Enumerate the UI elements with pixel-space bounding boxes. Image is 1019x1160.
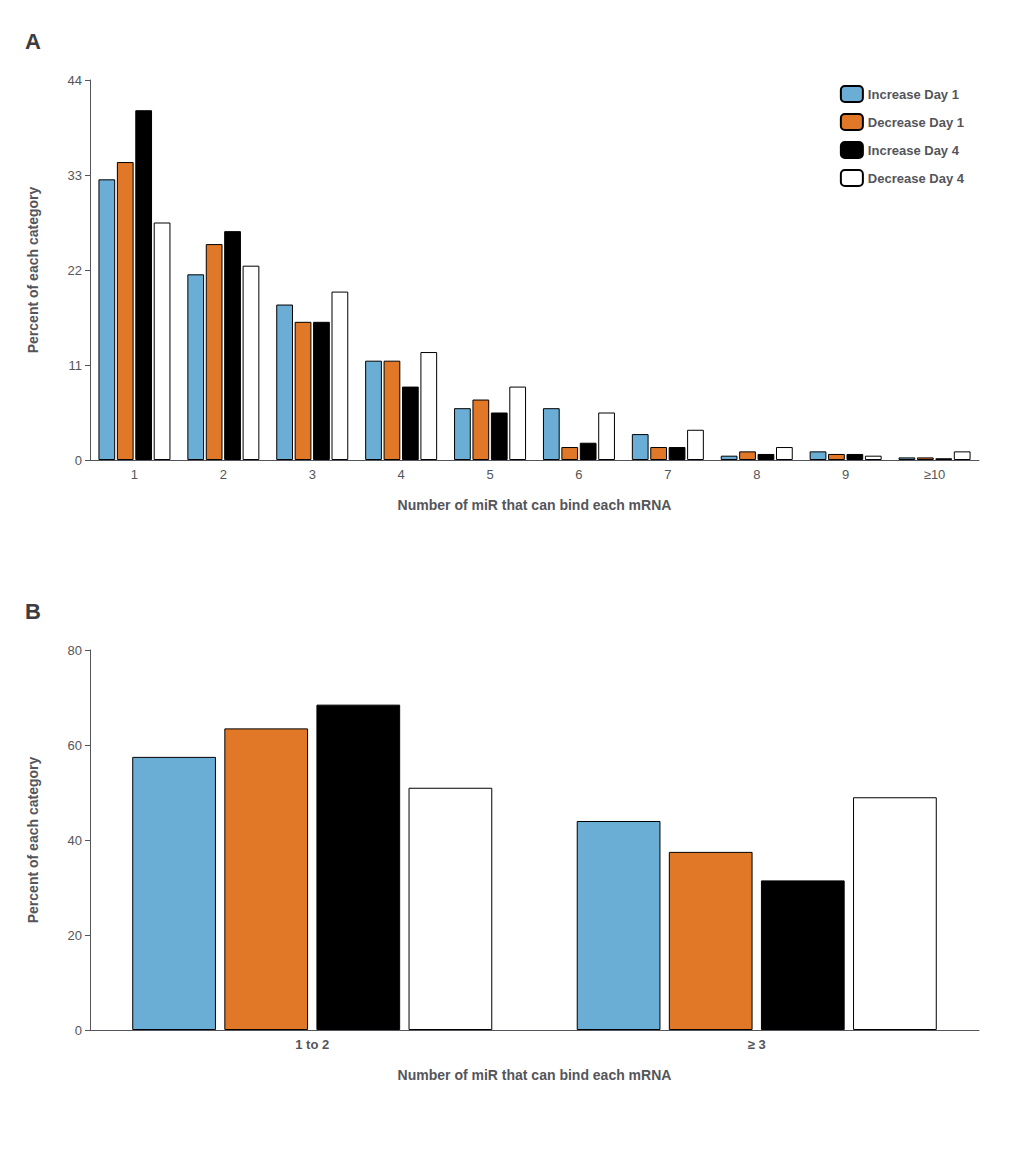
svg-text:33: 33 [68, 168, 82, 183]
svg-text:8: 8 [753, 467, 760, 482]
svg-text:≥10: ≥10 [924, 467, 946, 482]
svg-text:5: 5 [486, 467, 493, 482]
svg-text:Decrease Day 4: Decrease Day 4 [868, 171, 965, 186]
svg-text:2: 2 [220, 467, 227, 482]
svg-text:Decrease Day 1: Decrease Day 1 [868, 115, 964, 130]
svg-text:1: 1 [131, 467, 138, 482]
svg-text:Increase Day 1: Increase Day 1 [868, 87, 959, 102]
svg-text:Percent of each category: Percent of each category [25, 187, 41, 354]
svg-text:0: 0 [75, 1023, 82, 1038]
svg-text:Number of miR that can bind ea: Number of miR that can bind each mRNA [398, 1067, 672, 1083]
svg-text:80: 80 [68, 643, 82, 658]
svg-text:4: 4 [398, 467, 405, 482]
svg-text:A: A [25, 29, 41, 54]
svg-text:6: 6 [575, 467, 582, 482]
svg-text:Number of miR that can bind ea: Number of miR that can bind each mRNA [398, 497, 672, 513]
svg-text:11: 11 [69, 358, 83, 373]
svg-text:1 to 2: 1 to 2 [295, 1037, 329, 1052]
svg-text:44: 44 [68, 73, 82, 88]
svg-text:≥ 3: ≥ 3 [748, 1037, 766, 1052]
svg-text:Increase Day 4: Increase Day 4 [868, 143, 960, 158]
svg-text:20: 20 [68, 928, 82, 943]
svg-text:22: 22 [68, 263, 82, 278]
svg-text:9: 9 [842, 467, 849, 482]
svg-text:60: 60 [68, 738, 82, 753]
svg-text:B: B [25, 599, 41, 624]
svg-text:7: 7 [664, 467, 671, 482]
svg-text:Percent of each category: Percent of each category [25, 757, 41, 924]
svg-text:3: 3 [309, 467, 316, 482]
svg-text:0: 0 [75, 453, 82, 468]
svg-text:40: 40 [68, 833, 82, 848]
